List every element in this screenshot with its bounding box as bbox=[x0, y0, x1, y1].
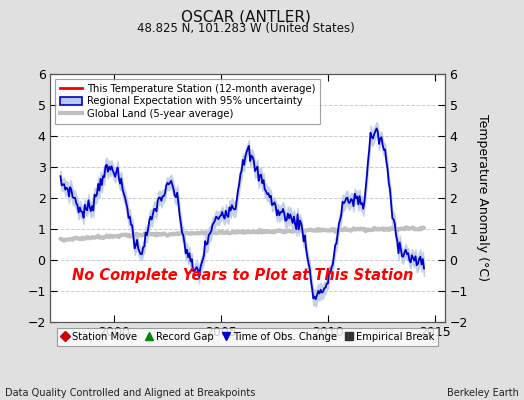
Legend: Station Move, Record Gap, Time of Obs. Change, Empirical Break: Station Move, Record Gap, Time of Obs. C… bbox=[57, 328, 438, 346]
Text: Data Quality Controlled and Aligned at Breakpoints: Data Quality Controlled and Aligned at B… bbox=[5, 388, 256, 398]
Text: Berkeley Earth: Berkeley Earth bbox=[447, 388, 519, 398]
Text: No Complete Years to Plot at This Station: No Complete Years to Plot at This Statio… bbox=[72, 268, 413, 283]
Text: OSCAR (ANTLER): OSCAR (ANTLER) bbox=[181, 10, 311, 25]
Y-axis label: Temperature Anomaly (°C): Temperature Anomaly (°C) bbox=[476, 114, 489, 282]
Text: 48.825 N, 101.283 W (United States): 48.825 N, 101.283 W (United States) bbox=[137, 22, 355, 35]
